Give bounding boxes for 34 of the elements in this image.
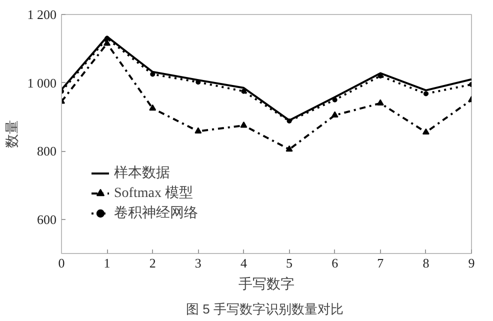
x-tick-label: 5 [286,256,293,270]
caption: 图 5 手写数字识别数量对比 [186,302,344,316]
point [332,97,338,102]
point [149,104,156,111]
x-tick-label: 3 [194,256,202,270]
point [331,111,338,118]
point [194,127,202,134]
point [286,118,292,124]
x-tick-label: 7 [377,256,384,270]
point [104,36,110,41]
point [241,88,246,94]
legend-label: 卷积神经网络 [114,204,198,222]
x-tick-label: 2 [149,256,156,270]
x-tick-label: 0 [58,256,65,270]
point [104,40,111,46]
x-tick-label: 9 [468,256,475,270]
point [286,145,293,152]
point [376,99,384,106]
x-tick-label: 6 [332,256,339,270]
x-tick-label: 8 [422,256,430,270]
x-axis-title: 手写数字 [238,276,294,292]
legend-label: Softmax 模型 [114,184,193,202]
legend-label: 样本数据 [114,164,170,182]
y-axis-title: 数量 [3,120,20,148]
point [150,72,156,77]
point [240,122,248,128]
x-tick-label: 4 [240,256,248,270]
y-tick-label: 800 [37,144,56,159]
y-tick-label: 600 [37,212,56,227]
x-tick-label: 1 [104,256,110,270]
y-tick-label: 1 000 [27,75,56,90]
point [423,91,428,96]
y-tick-label: 1 200 [27,7,56,22]
point [422,128,430,135]
